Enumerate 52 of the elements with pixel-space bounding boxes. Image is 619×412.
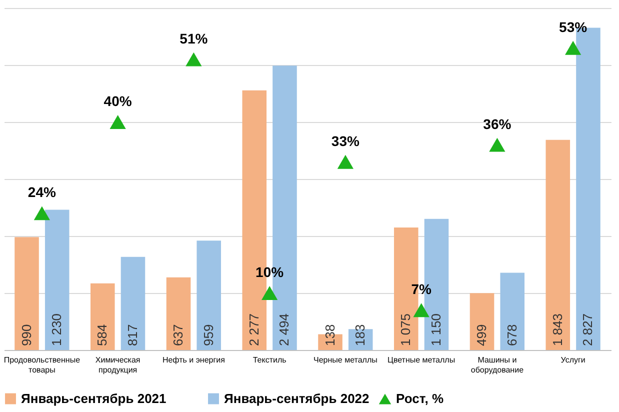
data-label: 1 150 <box>428 313 444 346</box>
x-tick-label: Черные металлы <box>314 356 378 364</box>
point <box>186 52 202 66</box>
data-label: 2 277 <box>246 313 262 346</box>
bar <box>90 283 115 350</box>
x-tick-label: Цветные металлы <box>388 356 456 364</box>
bar <box>196 240 222 350</box>
data-label: 1 843 <box>550 313 565 346</box>
data-label: 817 <box>124 324 140 346</box>
x-tick-label: Машины и оборудование <box>470 356 524 374</box>
point <box>489 138 506 152</box>
data-label: 183 <box>352 324 368 346</box>
x-tick-label: Услуги <box>560 356 586 364</box>
data-label: 678 <box>504 324 520 346</box>
data-label: 51% <box>180 30 208 46</box>
legend-label: Рост, % <box>396 391 444 406</box>
data-label: 1 230 <box>49 313 64 346</box>
point <box>565 40 582 55</box>
data-label: 584 <box>94 324 110 346</box>
data-label: 959 <box>200 324 216 346</box>
x-tick-label: Продовольственные товары <box>4 356 81 374</box>
bar <box>546 140 570 350</box>
data-label: 24% <box>28 184 56 200</box>
x-tick-label: Текстиль <box>252 356 286 364</box>
point <box>262 286 278 300</box>
data-label: 637 <box>170 324 186 346</box>
data-label: 33% <box>331 132 360 149</box>
point <box>413 303 430 318</box>
data-label: 7% <box>411 281 432 298</box>
point <box>337 154 354 169</box>
data-label: 40% <box>104 93 132 109</box>
bar <box>120 256 146 350</box>
bar <box>44 210 70 350</box>
point <box>110 115 126 129</box>
data-label: 53% <box>559 18 588 35</box>
point <box>34 206 50 220</box>
bar <box>500 272 525 350</box>
x-tick-label: Нефть и энергия <box>162 356 225 364</box>
data-label: 1 075 <box>398 313 414 346</box>
bar <box>14 237 39 350</box>
legend-label: Январь-сентябрь 2021 <box>21 390 166 406</box>
data-label: 990 <box>18 324 34 346</box>
bar <box>470 293 494 350</box>
data-label: 10% <box>256 264 284 280</box>
data-label: 499 <box>474 324 490 346</box>
data-label: 36% <box>483 116 512 132</box>
x-tick-label: Химическая продукция <box>95 356 140 374</box>
data-label: 2 827 <box>580 313 596 346</box>
legend-label: Январь-сентябрь 2022 <box>224 390 370 406</box>
data-label: 2 494 <box>276 313 292 346</box>
bar <box>166 277 191 350</box>
data-label: 138 <box>322 324 338 346</box>
